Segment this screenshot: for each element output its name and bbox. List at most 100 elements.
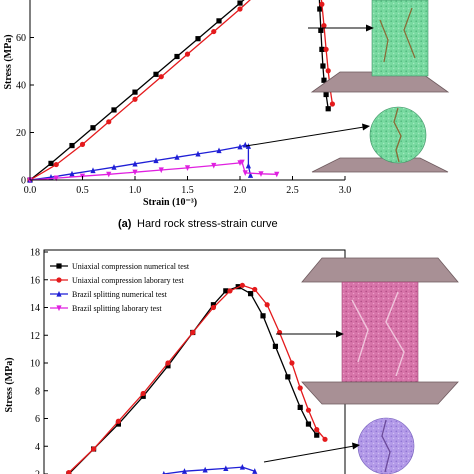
chart-a: 0.0 0.5 1.0 1.5 2.0 2.5 3.0 0 20 40 60 Strain (10⁻… <box>3 0 351 208</box>
chart-a-series-5-point <box>184 165 191 171</box>
chart-a-x-tick-label: 2.5 <box>286 185 299 196</box>
chart-a-series-2-point <box>323 91 329 98</box>
chart-a-series-4-line <box>29 144 252 181</box>
chart-b-y-tick-label: 6 <box>35 414 40 425</box>
chart-a-series-2-point <box>320 63 326 69</box>
chart-b-series-0-point <box>297 404 303 410</box>
chart-a-y-tick-label: 60 <box>16 33 26 44</box>
chart-a-series-1-point <box>237 6 243 12</box>
chart-b-y-tick-label: 12 <box>30 331 40 342</box>
chart-a-series-0-point <box>174 53 180 60</box>
chart-a-series-4-point <box>111 164 117 170</box>
legend-swatch-marker <box>56 263 62 269</box>
chart-b-series-1-point <box>239 282 245 288</box>
chart-a-series-3-point <box>321 23 327 29</box>
chart-a-series-5-point <box>274 171 280 178</box>
chart-a-series-4-point <box>153 157 159 164</box>
rock-disk-purple-illustration <box>357 417 415 474</box>
chart-a-series-3-point <box>323 46 329 52</box>
chart-a-series-4-point <box>90 167 96 174</box>
chart-b-series-0-line <box>68 285 318 474</box>
chart-a-series-0-point <box>216 18 222 24</box>
chart-b-y-tick-label: 4 <box>35 442 40 453</box>
chart-a-series-2-point <box>317 6 323 12</box>
chart-a-series-4-point <box>195 150 201 157</box>
caption-a: (a) Hard rock stress-strain curve <box>118 218 278 230</box>
chart-b-series-0-point <box>210 302 217 308</box>
chart-b: 2 4 6 8 10 12 14 16 18 Stress (MPa) Uniaxial com… <box>4 248 346 474</box>
chart-b-series-1-point <box>66 470 72 474</box>
chart-b-y-tick-label: 10 <box>30 359 40 370</box>
chart-a-x-tick-label: 2.0 <box>234 185 247 196</box>
chart-b-series-1-point <box>297 385 303 391</box>
chart-a-series-2-point <box>319 46 325 52</box>
legend-swatch-marker <box>56 305 62 312</box>
chart-a-series-5-point <box>106 171 112 178</box>
chart-a-series-1-point <box>158 74 164 80</box>
chart-a-series-5-point <box>158 167 164 174</box>
chart-a-series-1-point <box>106 119 112 125</box>
chart-a-series-2-point <box>318 27 324 33</box>
chart-a-series-1-line <box>29 0 251 181</box>
chart-a-series-3-point <box>319 1 325 7</box>
chart-a-x-tick-label: 0.5 <box>76 185 89 196</box>
chart-a-series-4-point <box>245 162 251 169</box>
chart-a-series-1-point <box>79 141 86 147</box>
pointer-arrows-b <box>263 330 360 463</box>
chart-b-series-0-point <box>165 363 171 369</box>
chart-b-series-1-point <box>322 436 328 442</box>
chart-b-series-1-point <box>115 418 121 424</box>
chart-a-y-axis-label: Stress (MPa) <box>3 34 14 89</box>
chart-a-series-4-point <box>69 170 75 177</box>
chart-b-series-1-point <box>165 360 171 366</box>
chart-a-series-3-point <box>329 101 335 107</box>
chart-b-y-tick-label: 2 <box>35 470 40 474</box>
chart-b-series-0-point <box>305 421 312 427</box>
chart-a-y-tick-label: 20 <box>16 128 26 139</box>
chart-b-y-axis-label: Stress (MPa) <box>4 357 15 412</box>
legend-entry-label: Brazil splitting laborary test <box>72 304 162 313</box>
chart-b-series-1-point <box>289 360 295 366</box>
chart-b-y-tick-label: 16 <box>30 275 40 286</box>
chart-b-series-1-point <box>227 288 233 294</box>
chart-b-series-1-point <box>90 446 97 452</box>
pointer-arrows-a <box>245 24 374 147</box>
chart-b-series-2-point <box>223 465 229 472</box>
chart-a-series-0-point <box>153 71 159 77</box>
chart-b-series-2-line <box>163 466 256 474</box>
chart-a-series-0-point <box>237 0 243 6</box>
chart-b-series-0-point <box>260 313 266 319</box>
chart-b-y-tick-label: 14 <box>30 303 40 314</box>
chart-a-series-4-point <box>247 172 254 178</box>
chart-a-series-0-point <box>132 89 138 95</box>
caption-a-text: Hard rock stress-strain curve <box>137 218 278 230</box>
chart-b-y-tick-label: 18 <box>30 248 40 259</box>
chart-a-x-tick-label: 1.0 <box>129 185 142 196</box>
caption-a-tag: (a) <box>118 218 132 230</box>
chart-a-series-4-point <box>237 143 243 150</box>
rock-disk-green-illustration <box>311 106 449 173</box>
chart-b-series-2-point <box>239 463 245 470</box>
chart-b-series-1-point <box>252 286 258 293</box>
chart-a-x-tick-label: 3.0 <box>339 185 352 196</box>
legend-swatch-marker <box>56 277 62 283</box>
chart-b-series-1-point <box>305 407 312 413</box>
chart-b-series-0-point <box>115 421 121 427</box>
chart-b-series-1-point <box>140 390 146 397</box>
legend-swatch-marker <box>56 290 62 297</box>
chart-a-series-1-point <box>184 51 191 57</box>
chart-a-series-5-point <box>258 171 264 177</box>
chart-a-series-0-point <box>48 160 54 166</box>
chart-b-y-tick-label: 8 <box>35 386 40 397</box>
chart-a-series-5-point <box>132 169 138 176</box>
chart-b-series-2-point <box>202 466 208 473</box>
chart-a-series-2-point <box>325 106 331 112</box>
chart-a-series-4-point <box>132 160 138 167</box>
chart-a-series-2-point <box>321 77 327 83</box>
chart-b-series-2-point <box>181 468 188 474</box>
chart-a-series-4-point <box>216 147 222 154</box>
chart-b-series <box>66 282 328 474</box>
chart-a-x-axis-label: Strain (10⁻³) <box>143 197 197 208</box>
chart-a-series <box>27 0 335 184</box>
chart-a-series-3-point <box>325 68 331 74</box>
